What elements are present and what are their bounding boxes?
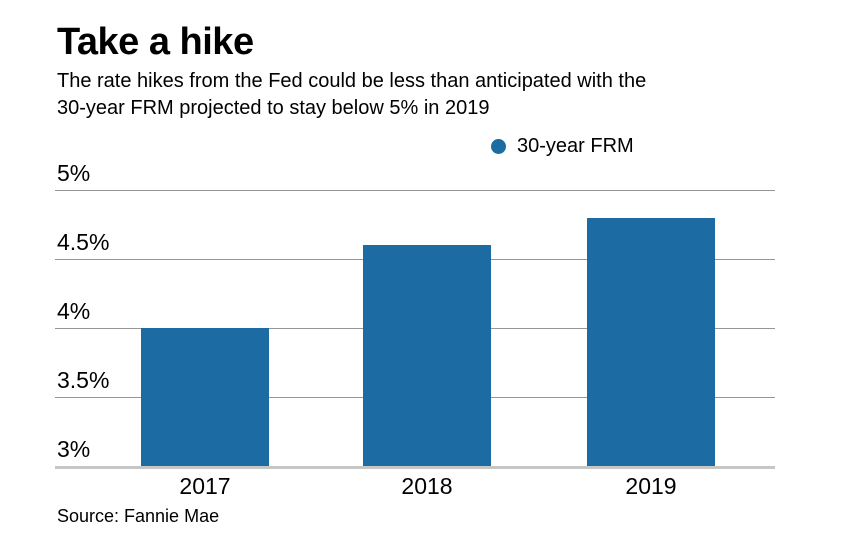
y-axis-tick-label: 4.5%: [57, 229, 110, 255]
y-axis-tick-label: 5%: [57, 160, 91, 186]
source-attribution: Source: Fannie Mae: [57, 506, 220, 526]
legend-circle-icon: [491, 139, 506, 154]
chart-legend: 30-year FRM: [491, 135, 634, 158]
chart-subtitle: The rate hikes from the Fed could be les…: [57, 68, 646, 122]
x-axis-tick-label: 2017: [179, 473, 231, 499]
gridline-5pct: [55, 190, 775, 191]
chart-subtitle-line-2: 30-year FRM projected to stay below 5% i…: [57, 97, 490, 119]
y-axis-tick-label: 3.5%: [57, 367, 110, 393]
x-axis-tick-label: 2019: [625, 473, 677, 499]
bar-2017: [141, 328, 269, 466]
y-axis-tick-label: 3%: [57, 436, 91, 462]
chart-subtitle-line-1: The rate hikes from the Fed could be les…: [57, 70, 647, 92]
chart-title: Take a hike: [57, 21, 254, 63]
legend-label: 30-year FRM: [517, 135, 634, 157]
bar-2019: [587, 217, 715, 466]
y-axis-tick-label: 4%: [57, 298, 91, 324]
x-axis-tick-label: 2018: [401, 473, 453, 499]
plot-area: 5% 4.5% 4% 3.5% 3% 2017 2018 2019: [55, 162, 775, 498]
bar-2018: [363, 245, 491, 466]
